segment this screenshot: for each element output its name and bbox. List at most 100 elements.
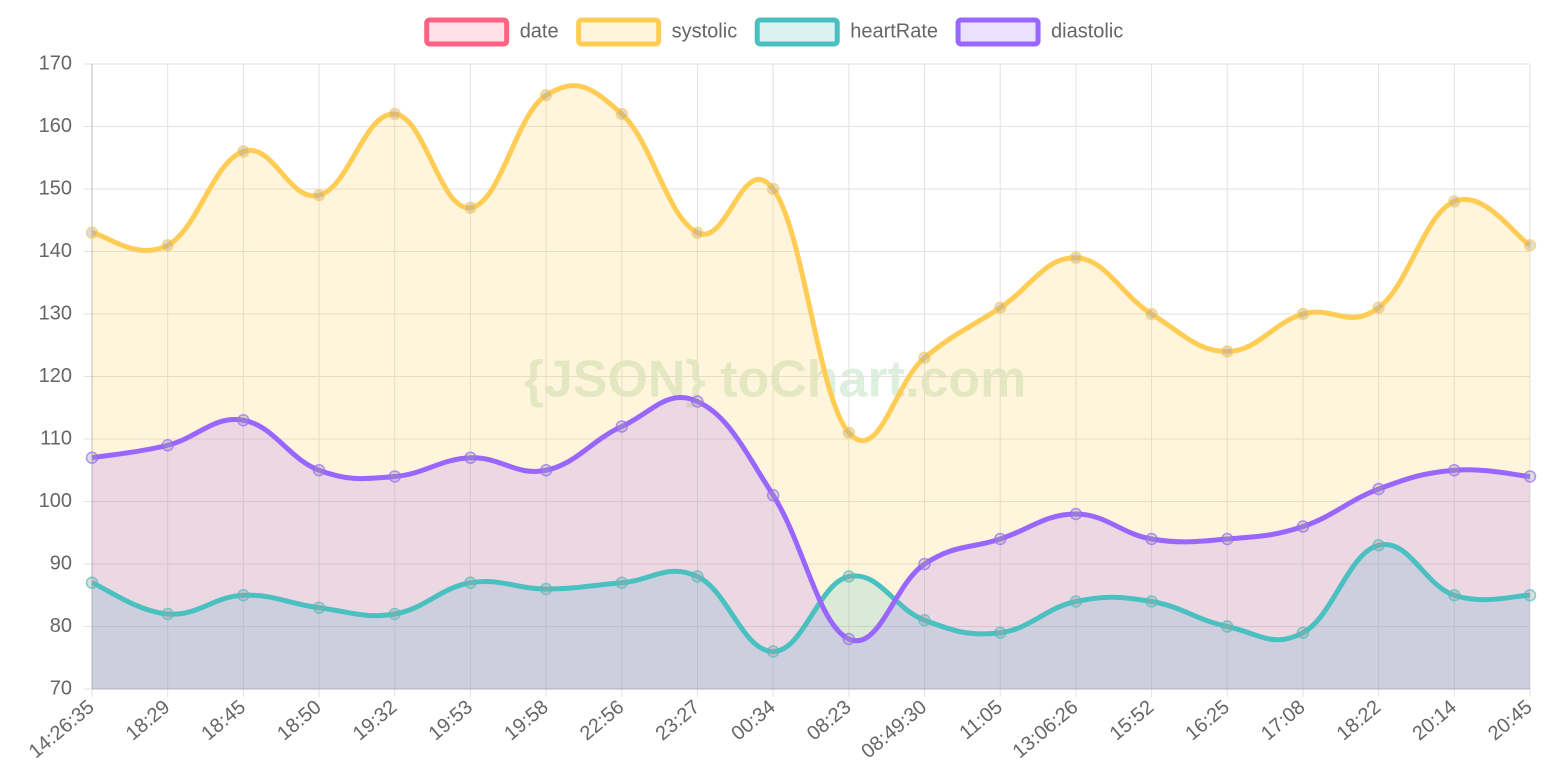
point	[1069, 251, 1083, 264]
point	[237, 589, 250, 602]
point	[691, 395, 704, 408]
point	[842, 632, 856, 646]
y-tick-label: 70	[50, 677, 72, 699]
legend-item: date	[424, 17, 559, 47]
y-tick-label: 160	[39, 115, 72, 137]
point	[766, 489, 780, 502]
point	[237, 414, 250, 427]
point	[1523, 239, 1537, 252]
point	[539, 464, 553, 477]
x-tick-label: 14:26:35	[25, 696, 99, 763]
point	[993, 301, 1007, 314]
point	[1372, 482, 1385, 496]
point	[464, 451, 477, 464]
point	[388, 107, 401, 121]
point	[766, 182, 780, 196]
legend: date systolic heartRate diastolic	[424, 17, 1123, 47]
point	[539, 89, 553, 102]
point	[161, 239, 174, 252]
point	[161, 607, 174, 621]
point	[1221, 345, 1234, 358]
point	[1448, 589, 1461, 602]
x-tick-label: 19:32	[349, 696, 401, 745]
point	[615, 576, 629, 589]
point	[1372, 539, 1385, 552]
legend-item: heartRate	[754, 17, 938, 47]
x-tick-label: 23:27	[652, 696, 704, 745]
point	[1523, 470, 1537, 483]
point	[918, 557, 931, 571]
point	[1069, 507, 1083, 521]
point	[85, 576, 99, 589]
point	[464, 201, 477, 214]
watermark: {JSON} toChart.com	[524, 351, 1027, 409]
x-tick-label: 08:49:30	[857, 696, 931, 763]
x-tick-label: 20:45	[1484, 696, 1536, 745]
point	[312, 189, 326, 202]
y-tick-label: 140	[39, 240, 72, 262]
point	[615, 107, 629, 121]
point	[312, 464, 326, 477]
x-tick-label: 15:52	[1106, 696, 1158, 745]
y-tick-label: 80	[50, 615, 72, 637]
x-tick-label: 17:08	[1257, 696, 1309, 745]
point	[842, 570, 856, 583]
point	[766, 645, 780, 658]
x-tick-label: 08:23	[803, 696, 855, 745]
point	[691, 226, 704, 239]
legend-label: systolic	[672, 20, 738, 42]
point	[1296, 520, 1310, 533]
x-tick-label: 00:34	[727, 696, 779, 745]
y-tick-label: 150	[39, 177, 72, 199]
line	[91, 83, 1532, 444]
point	[85, 451, 99, 464]
x-tick-label: 19:53	[425, 696, 477, 745]
point	[1372, 301, 1385, 314]
point	[1069, 595, 1083, 608]
x-tick-label: 11:05	[955, 696, 1006, 744]
point	[464, 576, 477, 589]
x-tick-label: 13:06:26	[1009, 696, 1083, 763]
area	[92, 85, 1530, 690]
legend-swatch	[754, 17, 840, 47]
y-tick-label: 100	[39, 490, 72, 512]
point	[388, 470, 401, 483]
x-tick-label: 18:29	[122, 696, 174, 745]
point	[615, 420, 629, 433]
x-tick-label: 18:50	[273, 696, 325, 745]
legend-swatch	[576, 17, 662, 47]
x-tick-label: 20:14	[1408, 696, 1460, 745]
point	[1145, 595, 1158, 608]
legend-label: diastolic	[1051, 20, 1123, 42]
point	[1145, 307, 1158, 321]
legend-swatch	[424, 17, 510, 47]
point	[1296, 307, 1310, 321]
point	[1296, 626, 1310, 639]
point	[691, 570, 704, 583]
y-tick-label: 130	[39, 302, 72, 324]
legend-item: systolic	[576, 17, 738, 47]
point	[539, 582, 553, 596]
x-tick-label: 18:45	[197, 696, 249, 745]
x-tick-label: 16:25	[1181, 696, 1233, 745]
point	[1145, 532, 1158, 546]
point	[1221, 620, 1234, 633]
point	[237, 145, 250, 158]
point	[842, 426, 856, 439]
y-tick-label: 90	[50, 552, 72, 574]
point	[85, 226, 99, 239]
point	[1523, 589, 1537, 602]
point	[1448, 464, 1461, 477]
legend-label: heartRate	[850, 20, 938, 42]
legend-label: date	[520, 20, 559, 42]
line	[91, 395, 1531, 644]
point	[918, 351, 931, 364]
point	[1221, 532, 1234, 546]
y-tick-label: 110	[40, 427, 72, 449]
point	[993, 532, 1007, 546]
legend-item: diastolic	[955, 17, 1123, 47]
point	[161, 439, 174, 452]
point	[918, 614, 931, 627]
point	[388, 607, 401, 621]
